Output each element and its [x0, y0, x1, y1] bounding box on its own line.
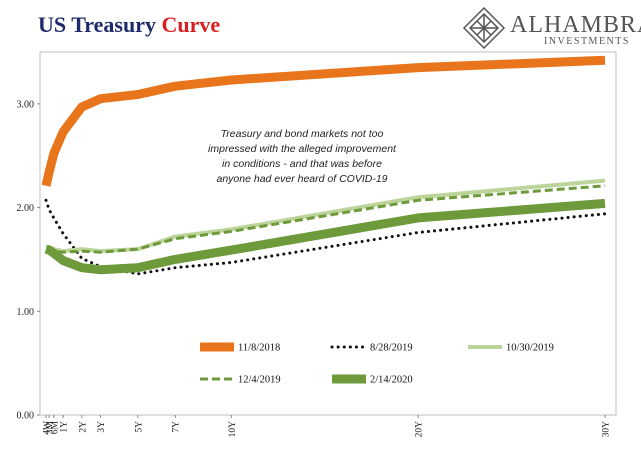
y-tick-label: 2.00	[17, 203, 35, 214]
x-tick-label: 20Y	[415, 421, 425, 438]
x-tick-label: 3Y	[97, 421, 107, 433]
chart-title: US Treasury Curve	[38, 12, 220, 38]
x-tick-label: 2Y	[78, 421, 88, 433]
diamond-lattice-logo-icon	[462, 6, 506, 50]
chart-title-accent: Curve	[161, 12, 221, 37]
plot-area-frame	[39, 51, 617, 416]
x-tick-label: 4W	[43, 421, 53, 435]
legend-label-1: 11/8/2018	[238, 343, 280, 354]
series-line-4	[46, 184, 606, 254]
x-tick-label: 5Y	[134, 421, 144, 433]
chart-title-main: US Treasury	[38, 12, 156, 37]
series-line-5	[44, 198, 606, 275]
legend-label-5: 2/14/2020	[370, 375, 413, 386]
series-line-1	[41, 55, 606, 187]
x-tick-label: 10Y	[228, 421, 238, 438]
logo-subtitle: INVESTMENTS	[544, 36, 630, 47]
y-tick-label: 1.00	[17, 307, 35, 318]
alhambra-logo: ALHAMBRA INVESTMENTS	[462, 6, 641, 50]
x-tick-label: 1Y	[60, 421, 70, 433]
logo-name: ALHAMBRA	[510, 12, 641, 38]
x-tick-label: 3M	[46, 420, 56, 434]
x-tick-label: 7Y	[172, 421, 182, 433]
legend-label-4: 12/4/2019	[238, 375, 281, 386]
legend-label-2: 8/28/2019	[370, 343, 413, 354]
y-tick-label: 0.00	[17, 411, 35, 422]
y-tick-label: 3.00	[17, 99, 35, 110]
x-tick-label: 30Y	[602, 421, 612, 438]
chart-annotation: Treasury and bond markets not too impres…	[208, 128, 396, 185]
x-tick-label: 6M	[50, 420, 60, 434]
legend-label-3: 10/30/2019	[506, 343, 554, 354]
